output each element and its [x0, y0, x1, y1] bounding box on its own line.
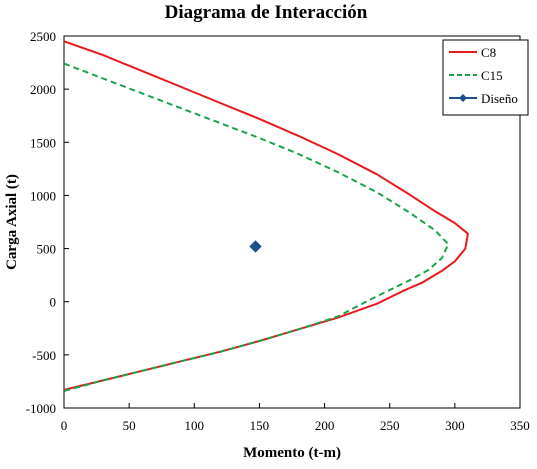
series-line-c15 [63, 62, 450, 392]
x-tick-label: 0 [61, 418, 68, 433]
y-tick-label: 1000 [30, 188, 56, 203]
x-tick-label: 300 [445, 418, 465, 433]
axes: 0 50 100 150 200 250 300 350 -1000 -500 0 500 1000 15… [26, 29, 530, 433]
y-axis-label: Carga Axial (t) [4, 174, 20, 270]
chart-title: Diagrama de Interacción [165, 2, 368, 23]
legend-label-diseo: Diseño [481, 91, 518, 106]
y-tick-label: 2500 [30, 29, 56, 44]
x-tick-label: 350 [510, 418, 530, 433]
y-tick-label: 2000 [30, 82, 56, 97]
y-tick-label: 500 [37, 242, 57, 257]
legend-label-c15: C15 [481, 68, 503, 83]
series-line-c8 [63, 40, 469, 391]
x-tick-label: 150 [250, 418, 270, 433]
legend-marker-diseo [459, 94, 467, 102]
y-tick-label: 0 [50, 295, 57, 310]
y-tick-label: -500 [32, 348, 56, 363]
plot-frame [63, 35, 521, 409]
y-tick-label: -1000 [26, 401, 56, 416]
x-tick-label: 100 [185, 418, 205, 433]
x-axis-label: Momento (t-m) [243, 445, 341, 461]
x-tick-label: 50 [123, 418, 136, 433]
y-tick-label: 1500 [30, 135, 56, 150]
x-tick-label: 250 [380, 418, 400, 433]
plot-series [63, 40, 469, 392]
legend: C8 C15 Diseño [442, 39, 529, 116]
series-point-diseo [249, 240, 262, 253]
legend-label-c8: C8 [481, 45, 496, 60]
x-tick-label: 200 [315, 418, 335, 433]
